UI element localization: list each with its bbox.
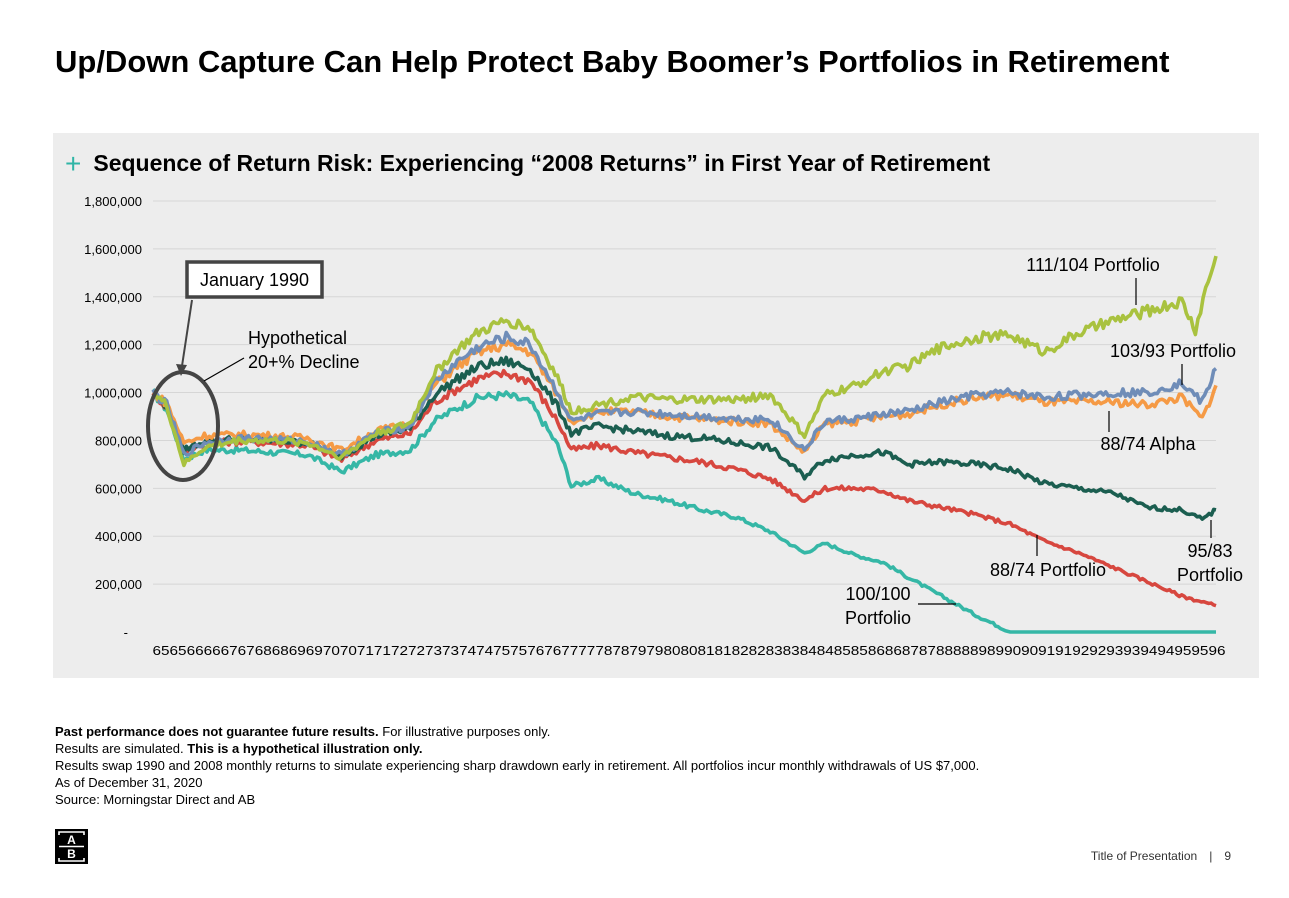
y-tick-label: -: [124, 625, 128, 640]
footnotes: Past performance does not guarantee futu…: [55, 723, 979, 808]
ab-logo-icon: A B: [55, 829, 88, 864]
label-95-83-line2: Portfolio: [1177, 565, 1243, 585]
chart-title-text: Sequence of Return Risk: Experiencing “2…: [93, 150, 991, 176]
y-tick-label: 200,000: [95, 577, 142, 592]
hypothetical-decline-label-line1: Hypothetical: [248, 328, 347, 348]
footnote-simulated: Results are simulated. This is a hypothe…: [55, 740, 979, 757]
x-axis-tick-labels: 6565666667676868696970707171727273737474…: [153, 644, 1226, 658]
logo-letter-b: B: [67, 847, 76, 861]
hypothetical-decline-leader: [203, 357, 245, 382]
label-103-93-portfolio: 103/93 Portfolio: [1110, 341, 1236, 361]
page-title: Up/Down Capture Can Help Protect Baby Bo…: [55, 44, 1170, 79]
footnote-source: Source: Morningstar Direct and AB: [55, 792, 256, 807]
footer: Title of Presentation | 9: [1091, 849, 1231, 863]
january-1990-box: [185, 260, 324, 299]
hypothetical-decline-label-line2: 20+% Decline: [248, 352, 360, 372]
label-95-83-line1: 95/83: [1187, 541, 1232, 561]
label-88-74-portfolio: 88/74 Portfolio: [990, 560, 1106, 580]
footnote-simulated-text: Results are simulated.: [55, 741, 188, 756]
footer-separator: |: [1209, 849, 1213, 863]
series-lines: [151, 255, 1218, 634]
chart-panel: [53, 133, 1259, 678]
y-tick-label: 1,000,000: [84, 386, 142, 401]
y-tick-label: 1,400,000: [84, 290, 142, 305]
footer-presentation-title: Title of Presentation: [1090, 849, 1198, 863]
footnote-as-of-date: As of December 31, 2020: [55, 775, 203, 790]
page-number: 9: [1224, 849, 1231, 863]
label-111-104-portfolio: 111/104 Portfolio: [1026, 255, 1159, 275]
footnote-methodology: Results swap 1990 and 2008 monthly retur…: [55, 758, 980, 773]
y-tick-label: 400,000: [95, 529, 142, 544]
january-1990-arrow: [181, 299, 193, 367]
label-100-100-line2: Portfolio: [845, 608, 911, 628]
y-tick-label: 600,000: [95, 481, 142, 496]
label-88-74-alpha: 88/74 Alpha: [1100, 434, 1196, 454]
y-tick-label: 1,200,000: [84, 338, 142, 353]
series-line-95-83-portfolio: [152, 355, 1217, 521]
footnote-simulated-bold: This is a hypothetical illustration only…: [187, 741, 423, 756]
january-1990-label: January 1990: [200, 270, 309, 290]
y-tick-label: 1,600,000: [84, 242, 142, 257]
logo-letter-a: A: [67, 833, 76, 847]
footnote-performance-bold: Past performance does not guarantee futu…: [55, 724, 379, 739]
footnote-performance: Past performance does not guarantee futu…: [55, 723, 979, 740]
footnote-performance-text: For illustrative purposes only.: [378, 724, 551, 739]
plus-icon: +: [65, 148, 82, 179]
y-tick-label: 800,000: [95, 433, 142, 448]
y-axis-tick-labels: - 200,000 400,000 600,000 800,000 1,000,000 1,…: [84, 194, 142, 640]
annotations: January 1990 Hypothetical 20+% Decline 1…: [146, 255, 1243, 628]
series-line-100-100-portfolio: [151, 388, 1216, 634]
label-100-100-line1: 100/100: [845, 584, 910, 604]
y-tick-label: 1,800,000: [84, 194, 142, 209]
series-line-111-104-portfolio: [152, 255, 1218, 468]
chart-title: + Sequence of Return Risk: Experiencing “…: [65, 146, 991, 179]
january-1990-arrowhead: [176, 364, 187, 376]
